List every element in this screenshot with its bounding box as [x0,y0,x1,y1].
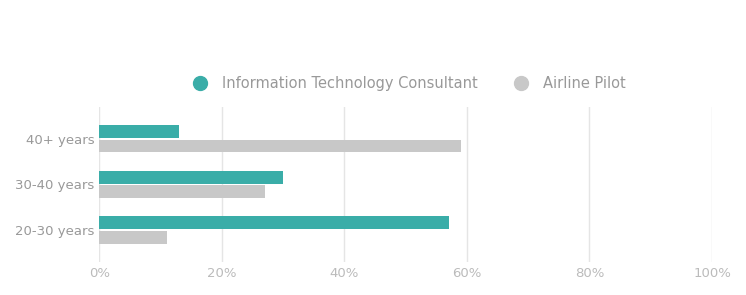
Bar [99,125,179,138]
Bar [99,185,265,198]
Bar [99,171,283,183]
Bar [99,217,448,229]
Bar [99,140,461,153]
Bar [99,231,166,244]
Legend: Information Technology Consultant, Airline Pilot: Information Technology Consultant, Airli… [180,71,632,97]
